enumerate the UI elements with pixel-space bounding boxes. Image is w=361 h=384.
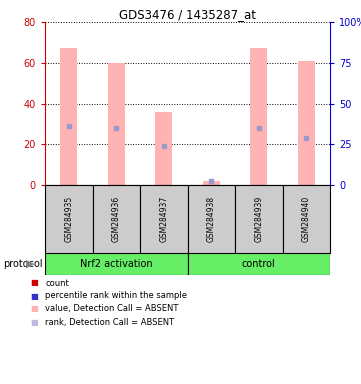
Text: GSM284937: GSM284937	[159, 196, 168, 242]
Text: GSM284940: GSM284940	[302, 196, 311, 242]
Text: count: count	[45, 278, 69, 288]
Text: GSM284935: GSM284935	[64, 196, 73, 242]
Bar	[108, 63, 125, 185]
FancyBboxPatch shape	[92, 185, 140, 253]
Text: percentile rank within the sample: percentile rank within the sample	[45, 291, 187, 301]
Bar	[156, 112, 172, 185]
FancyBboxPatch shape	[45, 253, 187, 275]
Text: GSM284939: GSM284939	[254, 196, 263, 242]
Text: GSM284936: GSM284936	[112, 196, 121, 242]
Bar	[203, 181, 219, 185]
Bar	[60, 48, 77, 185]
Title: GDS3476 / 1435287_at: GDS3476 / 1435287_at	[119, 8, 256, 21]
Text: ■: ■	[30, 278, 38, 288]
Text: GSM284938: GSM284938	[207, 196, 216, 242]
Text: rank, Detection Call = ABSENT: rank, Detection Call = ABSENT	[45, 318, 174, 326]
Text: ▶: ▶	[26, 259, 35, 269]
FancyBboxPatch shape	[235, 185, 283, 253]
FancyBboxPatch shape	[45, 185, 92, 253]
Text: ■: ■	[30, 318, 38, 326]
FancyBboxPatch shape	[187, 185, 235, 253]
Bar	[251, 48, 267, 185]
FancyBboxPatch shape	[283, 185, 330, 253]
Text: ■: ■	[30, 305, 38, 313]
Bar	[298, 61, 314, 185]
Text: control: control	[242, 259, 276, 269]
FancyBboxPatch shape	[187, 253, 330, 275]
Text: value, Detection Call = ABSENT: value, Detection Call = ABSENT	[45, 305, 178, 313]
FancyBboxPatch shape	[140, 185, 187, 253]
Text: protocol: protocol	[4, 259, 43, 269]
Text: ■: ■	[30, 291, 38, 301]
Text: Nrf2 activation: Nrf2 activation	[80, 259, 153, 269]
